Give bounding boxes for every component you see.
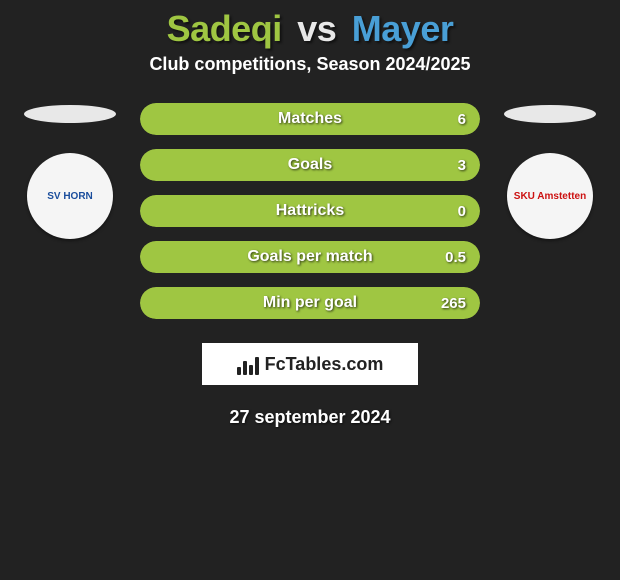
stat-bar-label: Goals per match: [140, 241, 480, 273]
body-row: SV HORN Matches 6 Goals 3 Hattricks 0 Go…: [0, 103, 620, 319]
crest-right-label: SKU Amstetten: [514, 191, 586, 202]
stat-bar-label: Hattricks: [140, 195, 480, 227]
stats-bars: Matches 6 Goals 3 Hattricks 0 Goals per …: [140, 103, 480, 319]
right-column: SKU Amstetten: [500, 103, 600, 239]
stat-bar-label: Min per goal: [140, 287, 480, 319]
date: 27 september 2024: [229, 407, 390, 428]
club-crest-right: SKU Amstetten: [507, 153, 593, 239]
crest-left-label: SV HORN: [47, 191, 93, 202]
stat-bar: Goals per match 0.5: [140, 241, 480, 273]
stat-bar-value: 265: [441, 287, 466, 319]
stat-bar-label: Matches: [140, 103, 480, 135]
stat-bar-label: Goals: [140, 149, 480, 181]
stat-bar: Matches 6: [140, 103, 480, 135]
stat-bar-value: 0.5: [445, 241, 466, 273]
club-crest-left: SV HORN: [27, 153, 113, 239]
stat-bar: Min per goal 265: [140, 287, 480, 319]
stat-bar-value: 3: [458, 149, 466, 181]
player-photo-left-placeholder: [24, 105, 116, 123]
title-player2: Mayer: [352, 8, 454, 49]
stat-bar: Goals 3: [140, 149, 480, 181]
player-photo-right-placeholder: [504, 105, 596, 123]
title-player1: Sadeqi: [167, 8, 282, 49]
stat-bar-value: 6: [458, 103, 466, 135]
left-column: SV HORN: [20, 103, 120, 239]
title-vs: vs: [297, 8, 336, 49]
page-title: Sadeqi vs Mayer: [167, 8, 454, 50]
stat-bar: Hattricks 0: [140, 195, 480, 227]
watermark-text: FcTables.com: [265, 354, 384, 375]
bars-icon: [237, 353, 259, 375]
stat-bar-value: 0: [458, 195, 466, 227]
subtitle: Club competitions, Season 2024/2025: [149, 54, 470, 75]
watermark: FcTables.com: [202, 343, 418, 385]
